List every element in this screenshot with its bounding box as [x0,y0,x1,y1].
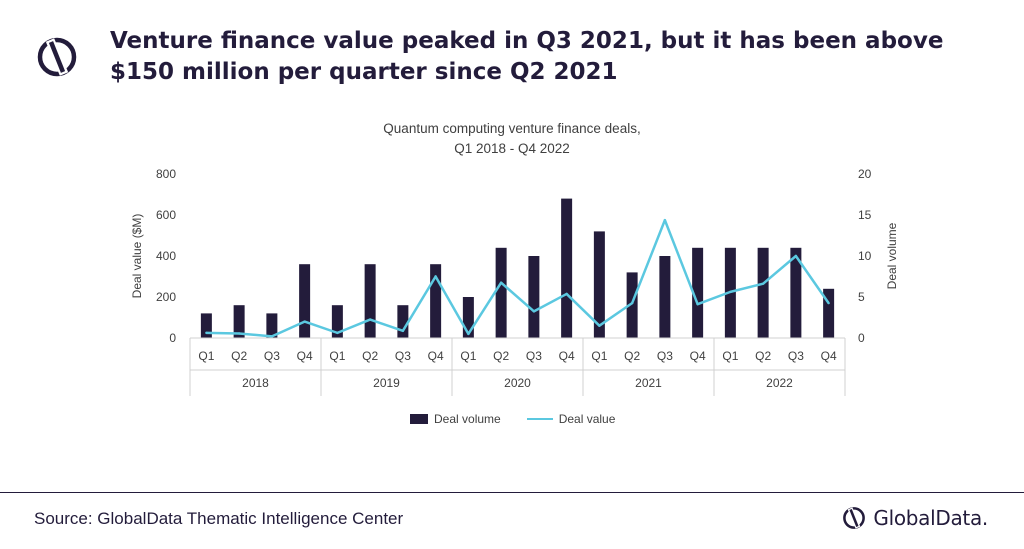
x-group-label: 2020 [504,376,531,390]
point-deal-value [729,291,731,293]
bar-deal-volume [299,264,310,338]
globaldata-brand-icon [841,505,867,531]
point-deal-value [795,255,797,257]
bar-deal-volume [365,264,376,338]
legend-label-deal-value: Deal value [559,412,616,426]
x-tick-label: Q3 [788,349,804,363]
x-tick-label: Q2 [231,349,247,363]
point-deal-value [205,332,207,334]
y2-tick-label: 10 [858,249,872,263]
x-group-label: 2022 [766,376,793,390]
y2-tick-label: 0 [858,331,865,345]
point-deal-value [303,320,305,322]
point-deal-value [434,275,436,277]
legend-item-deal-value: Deal value [527,412,616,426]
point-deal-value [500,281,502,283]
point-deal-value [631,302,633,304]
point-deal-value [533,310,535,312]
point-deal-value [336,332,338,334]
combo-chart: 800 600 400 200 0 20 15 10 5 0 Deal value ($M) Deal… [0,0,1024,549]
point-deal-value [598,325,600,327]
x-tick-label: Q1 [198,349,214,363]
x-tick-label: Q3 [526,349,542,363]
legend-label-deal-volume: Deal volume [434,412,501,426]
bar-deal-volume [659,256,670,338]
x-tick-label: Q3 [657,349,673,363]
y2-axis-label: Deal volume [885,222,899,289]
x-tick-label: Q3 [395,349,411,363]
bar-deal-volume [201,313,212,338]
bar-deal-volume [758,248,769,338]
point-deal-value [467,333,469,335]
x-tick-label: Q1 [460,349,476,363]
bar-deal-volume [528,256,539,338]
y2-tick-label: 20 [858,167,872,181]
point-deal-value [271,335,273,337]
point-deal-value [238,332,240,334]
x-tick-label: Q4 [428,349,444,363]
x-group-label: 2021 [635,376,662,390]
x-group-label: 2018 [242,376,269,390]
y-tick-label: 800 [156,167,176,181]
y-tick-label: 400 [156,249,176,263]
point-deal-value [402,330,404,332]
y-axis-label: Deal value ($M) [130,214,144,299]
x-tick-label: Q1 [329,349,345,363]
y2-tick-label: 5 [858,290,865,304]
x-tick-label: Q1 [722,349,738,363]
x-tick-label: Q2 [493,349,509,363]
bar-deal-volume [397,305,408,338]
legend-item-deal-volume: Deal volume [410,412,501,426]
source-note: Source: GlobalData Thematic Intelligence… [34,509,403,529]
y-tick-label: 200 [156,290,176,304]
x-tick-label: Q4 [690,349,706,363]
point-deal-value [696,303,698,305]
point-deal-value [827,302,829,304]
y-tick-label: 600 [156,208,176,222]
legend-swatch-bar [410,414,428,424]
legend-swatch-line [527,418,553,420]
y2-tick-label: 15 [858,208,872,222]
x-tick-label: Q4 [821,349,837,363]
x-tick-label: Q2 [362,349,378,363]
footer-divider [0,492,1024,493]
point-deal-value [762,282,764,284]
chart-legend: Deal volume Deal value [410,412,641,426]
x-group-label: 2019 [373,376,400,390]
y-tick-label: 0 [169,331,176,345]
point-deal-value [664,219,666,221]
bar-deal-volume [561,199,572,338]
point-deal-value [565,293,567,295]
x-tick-label: Q1 [591,349,607,363]
brand-name: GlobalData. [873,506,988,530]
x-tick-label: Q4 [297,349,313,363]
x-tick-label: Q2 [624,349,640,363]
x-tick-label: Q4 [559,349,575,363]
brand-logo: GlobalData. [841,505,988,531]
bar-deal-volume [496,248,507,338]
point-deal-value [369,318,371,320]
x-tick-label: Q2 [755,349,771,363]
x-tick-label: Q3 [264,349,280,363]
